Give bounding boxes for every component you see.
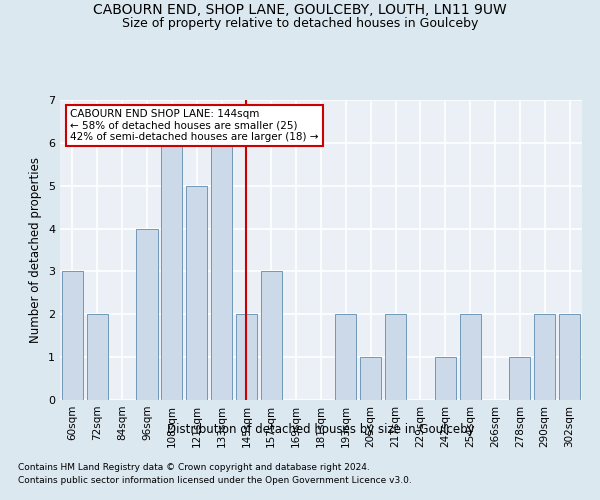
Bar bbox=[186, 186, 207, 400]
Bar bbox=[385, 314, 406, 400]
Text: Size of property relative to detached houses in Goulceby: Size of property relative to detached ho… bbox=[122, 18, 478, 30]
Bar bbox=[236, 314, 257, 400]
Text: CABOURN END, SHOP LANE, GOULCEBY, LOUTH, LN11 9UW: CABOURN END, SHOP LANE, GOULCEBY, LOUTH,… bbox=[93, 2, 507, 16]
Bar bbox=[360, 357, 381, 400]
Text: Contains public sector information licensed under the Open Government Licence v3: Contains public sector information licen… bbox=[18, 476, 412, 485]
Text: Distribution of detached houses by size in Goulceby: Distribution of detached houses by size … bbox=[167, 422, 475, 436]
Bar bbox=[335, 314, 356, 400]
Text: Contains HM Land Registry data © Crown copyright and database right 2024.: Contains HM Land Registry data © Crown c… bbox=[18, 464, 370, 472]
Bar bbox=[211, 143, 232, 400]
Bar bbox=[161, 143, 182, 400]
Bar bbox=[534, 314, 555, 400]
Bar bbox=[435, 357, 456, 400]
Bar bbox=[509, 357, 530, 400]
Text: CABOURN END SHOP LANE: 144sqm
← 58% of detached houses are smaller (25)
42% of s: CABOURN END SHOP LANE: 144sqm ← 58% of d… bbox=[70, 109, 319, 142]
Bar bbox=[559, 314, 580, 400]
Bar bbox=[460, 314, 481, 400]
Bar bbox=[136, 228, 158, 400]
Bar bbox=[261, 272, 282, 400]
Bar bbox=[87, 314, 108, 400]
Y-axis label: Number of detached properties: Number of detached properties bbox=[29, 157, 43, 343]
Bar bbox=[62, 272, 83, 400]
